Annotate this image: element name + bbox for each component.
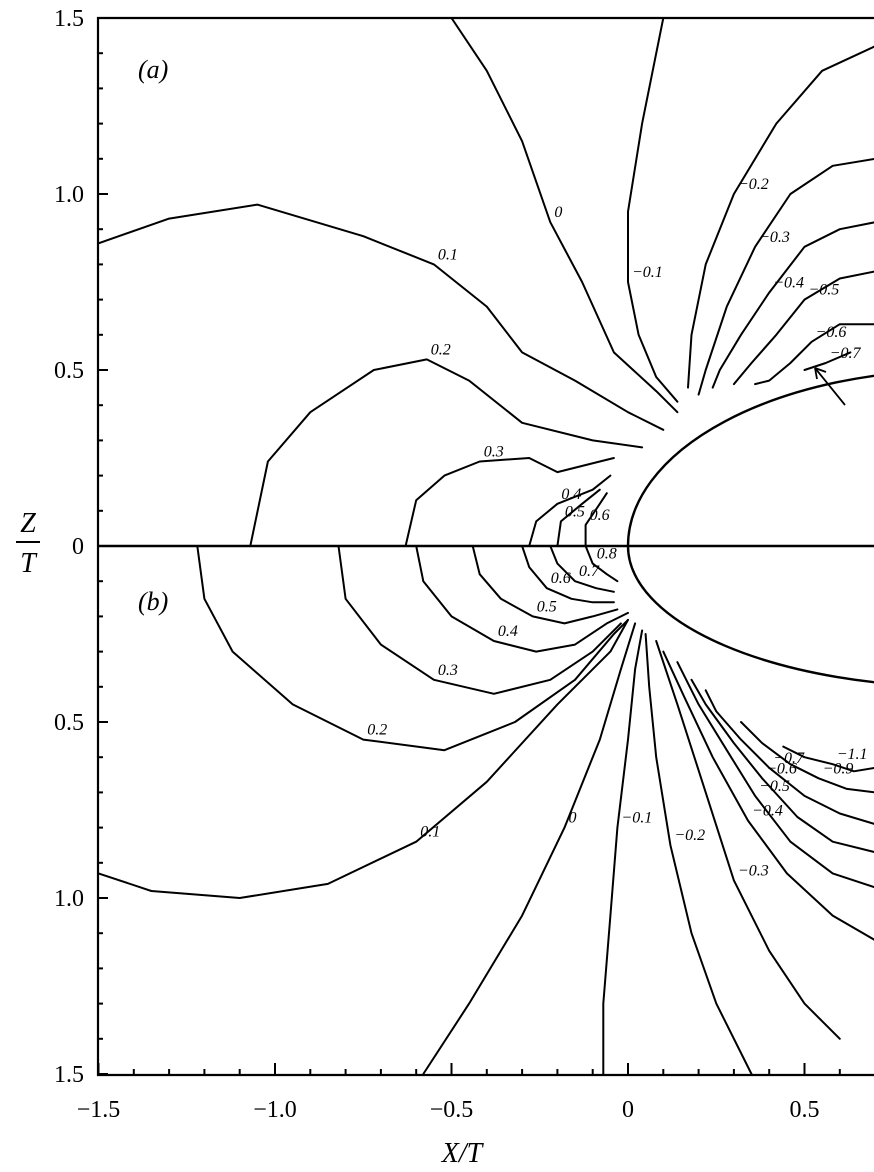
panel-label-a: (a): [138, 55, 168, 84]
contour-line: [676, 661, 874, 889]
contour-line: [627, 18, 679, 403]
x-tick-label: −0.5: [430, 1097, 474, 1123]
contour-label: −0.7: [830, 345, 862, 362]
contour-line: [249, 358, 644, 547]
y-tick-label: 1.5: [54, 6, 84, 32]
contour-line: [704, 689, 874, 825]
contour-line: [337, 545, 622, 695]
axis-ticks: [97, 17, 841, 1075]
panel-label-b: (b): [138, 587, 168, 616]
contour-line: [521, 545, 615, 604]
contour-line: [584, 492, 608, 547]
body-outline-top: [626, 374, 874, 547]
contour-label: −0.4: [752, 803, 783, 820]
contour-label: −0.9: [823, 760, 854, 777]
contour-label: 0.7: [579, 563, 600, 580]
y-tick-label: 0.5: [54, 710, 84, 736]
contour-line: [404, 457, 615, 547]
contour-label: 0.4: [561, 486, 581, 503]
y-tick-label: 1.0: [54, 886, 84, 912]
y-tick-label: 1.5: [54, 1062, 84, 1088]
x-tick-label: 0: [622, 1097, 634, 1123]
contour-line: [98, 618, 629, 899]
contour-line: [471, 545, 619, 625]
contour-label: −0.1: [632, 264, 663, 281]
contour-line: [803, 351, 852, 371]
contour-line: [528, 474, 612, 547]
contour-labels: 0.10.20.30.40.5 0.60−0.1−0.2−0.3−0.4 −0.5−…: [367, 176, 867, 879]
y-tick-label: 1.0: [54, 182, 84, 208]
x-tick-label: −1.5: [77, 1097, 121, 1123]
x-axis-label: X/T: [441, 1138, 485, 1169]
contour-label: 0.1: [420, 824, 440, 841]
contour-label: 0.4: [498, 623, 518, 640]
contour-line: [450, 18, 679, 414]
annotation-arrowhead: [814, 367, 827, 380]
y-axis-label-numerator: Z: [20, 508, 36, 539]
contour-label: 0.1: [438, 246, 458, 263]
contour-line: [690, 678, 874, 853]
contour-label: 0.6: [551, 570, 571, 587]
contour-line: [415, 545, 629, 653]
contour-label: −0.5: [759, 778, 790, 795]
contour-label: −0.4: [773, 275, 804, 292]
contour-line: [754, 323, 874, 386]
y-tick-label: 0: [72, 534, 84, 560]
contour-line: [655, 640, 841, 1040]
y-axis-label-denominator: T: [20, 548, 38, 579]
x-tick-label: 0.5: [790, 1097, 820, 1123]
contour-line: [422, 622, 637, 1075]
contour-label: 0.6: [590, 507, 610, 524]
contour-line: [740, 721, 874, 794]
contour-label: −0.6: [816, 324, 847, 341]
contour-label: 0: [554, 204, 562, 221]
contour-lines: [98, 18, 874, 1075]
contour-label: −0.3: [759, 229, 790, 246]
contour-line: [98, 203, 665, 431]
annotation-arrow: [814, 367, 846, 406]
contour-label: 0.8: [597, 546, 617, 563]
contour-label: 0.3: [484, 444, 504, 461]
contour-label: 0.2: [431, 341, 451, 358]
contour-label: −0.1: [621, 810, 652, 827]
contour-label: −1.1: [837, 746, 868, 763]
contour-label: 0.5: [537, 598, 557, 615]
contour-label: −0.2: [738, 176, 769, 193]
contour-label: −0.6: [766, 760, 797, 777]
y-tick-label: 0.5: [54, 358, 84, 384]
contour-line: [556, 488, 601, 547]
contour-line: [549, 545, 615, 593]
contour-label: 0.5: [565, 503, 585, 520]
contour-line: [697, 157, 874, 396]
x-tick-label: −1.0: [253, 1097, 297, 1123]
contour-line: [196, 545, 629, 752]
contour-label: 0: [568, 810, 576, 827]
contour-line: [782, 745, 874, 773]
body-outline: [626, 374, 874, 684]
contour-label: −0.3: [738, 862, 769, 879]
contour-line: [644, 633, 753, 1075]
contour-line: [662, 650, 874, 941]
contour-label: −0.7: [773, 750, 805, 767]
contour-label: −0.5: [809, 282, 840, 299]
axis-text: 1.5 1.0 0.5 0 0.5 1.0 1.5 −1.5 −1.0 −0.5 0 0.5 (a) (b…: [16, 6, 820, 1169]
contour-line: [687, 45, 874, 389]
body-outline-bottom: [626, 545, 874, 684]
contour-label: 0.3: [438, 662, 458, 679]
contour-line: [711, 221, 874, 389]
contour-line: [732, 270, 874, 386]
contour-label: −0.2: [674, 827, 705, 844]
contour-line: [602, 629, 644, 1075]
contour-label: 0.2: [367, 722, 387, 739]
contour-line: [584, 545, 619, 583]
